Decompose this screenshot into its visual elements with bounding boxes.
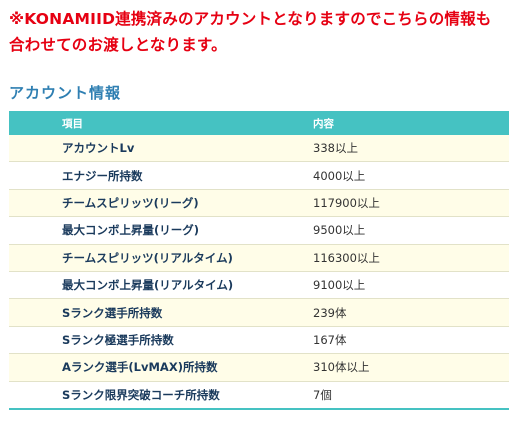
row-item-value: 117900以上 <box>311 189 509 218</box>
row-item-label: 最大コンボ上昇量(リアルタイム) <box>9 271 311 300</box>
row-item-value: 310体以上 <box>311 353 509 382</box>
notice-line-1: ※KONAMIID連携済みのアカウントとなりますのでこちらの情報も <box>9 10 492 28</box>
row-item-value: 239体 <box>311 298 509 327</box>
row-item-value: 9500以上 <box>311 216 509 245</box>
table-row: 最大コンボ上昇量(リーグ) 9500以上 <box>9 216 509 245</box>
row-item-label: アカウントLv <box>9 135 311 163</box>
table-row: Sランク極選手所持数 167体 <box>9 326 509 355</box>
row-item-value: 338以上 <box>311 135 509 163</box>
row-item-label: チームスピリッツ(リーグ) <box>9 189 311 218</box>
table-row: アカウントLv 338以上 <box>9 135 509 163</box>
header-value: 内容 <box>311 111 509 135</box>
row-item-label: Sランク選手所持数 <box>9 298 311 327</box>
row-item-value: 7個 <box>311 381 509 410</box>
row-item-value: 4000以上 <box>311 161 509 190</box>
header-item: 項目 <box>9 111 311 135</box>
row-item-label: エナジー所持数 <box>9 161 311 190</box>
account-info-table-container: 項目 内容 アカウントLv 338以上 エナジー所持数 4000以上 チームスピ… <box>9 111 509 410</box>
table-row: 最大コンボ上昇量(リアルタイム) 9100以上 <box>9 271 509 300</box>
notice-text: ※KONAMIID連携済みのアカウントとなりますのでこちらの情報も 合わせてのお… <box>9 6 509 58</box>
table-row: チームスピリッツ(リーグ) 117900以上 <box>9 189 509 218</box>
table-row: Aランク選手(LvMAX)所持数 310体以上 <box>9 353 509 382</box>
section-title: アカウント情報 <box>9 84 122 102</box>
row-item-value: 9100以上 <box>311 271 509 300</box>
table-row: エナジー所持数 4000以上 <box>9 161 509 190</box>
row-item-label: Aランク選手(LvMAX)所持数 <box>9 353 311 382</box>
row-item-value: 116300以上 <box>311 244 509 272</box>
table-row: Sランク選手所持数 239体 <box>9 298 509 327</box>
row-item-label: 最大コンボ上昇量(リーグ) <box>9 216 311 245</box>
table-header-row: 項目 内容 <box>9 111 509 135</box>
row-item-label: Sランク極選手所持数 <box>9 326 311 355</box>
table-row: チームスピリッツ(リアルタイム) 116300以上 <box>9 244 509 272</box>
row-item-label: Sランク限界突破コーチ所持数 <box>9 381 311 410</box>
account-info-table: 項目 内容 アカウントLv 338以上 エナジー所持数 4000以上 チームスピ… <box>9 111 509 410</box>
row-item-label: チームスピリッツ(リアルタイム) <box>9 244 311 272</box>
table-row: Sランク限界突破コーチ所持数 7個 <box>9 381 509 410</box>
notice-line-2: 合わせてのお渡しとなります。 <box>9 36 227 54</box>
row-item-value: 167体 <box>311 326 509 355</box>
